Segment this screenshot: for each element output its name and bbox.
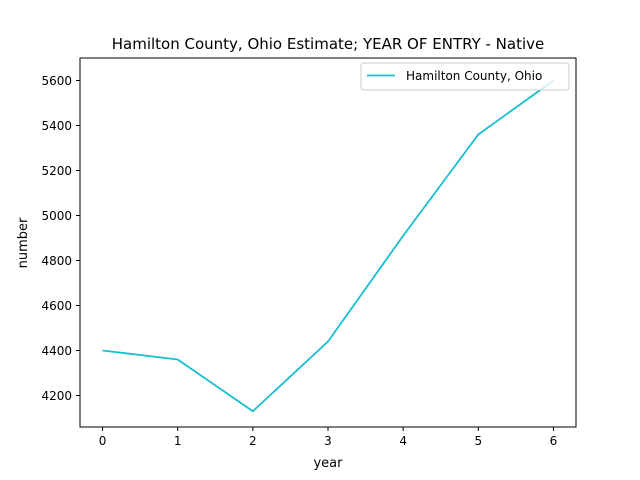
x-axis: 0 1 2 3 4 5 6: [99, 427, 558, 448]
x-tick-label: 0: [99, 434, 107, 448]
y-axis: 4200 4400 4600 4800 5000 5200 5400 5600: [41, 74, 80, 403]
x-tick-label: 4: [399, 434, 407, 448]
y-tick-label: 4400: [41, 344, 72, 358]
y-tick-label: 4600: [41, 299, 72, 313]
x-tick-label: 6: [550, 434, 558, 448]
y-tick-label: 4200: [41, 389, 72, 403]
y-tick-label: 4800: [41, 254, 72, 268]
y-axis-label: number: [16, 217, 31, 268]
y-tick-label: 5600: [41, 74, 72, 88]
legend-entry-label: Hamilton County, Ohio: [406, 69, 542, 83]
x-tick-label: 1: [174, 434, 182, 448]
legend: Hamilton County, Ohio: [360, 62, 570, 91]
y-tick-label: 5000: [41, 209, 72, 223]
x-tick-label: 5: [474, 434, 482, 448]
x-tick-label: 2: [249, 434, 257, 448]
legend-box: [360, 62, 570, 91]
x-tick-label: 3: [324, 434, 332, 448]
y-tick-label: 5400: [41, 119, 72, 133]
y-tick-label: 5200: [41, 164, 72, 178]
x-axis-label: year: [313, 456, 343, 471]
series-line: [102, 79, 554, 413]
chart-title: Hamilton County, Ohio Estimate; YEAR OF …: [112, 35, 545, 53]
series-layer: [102, 79, 554, 413]
